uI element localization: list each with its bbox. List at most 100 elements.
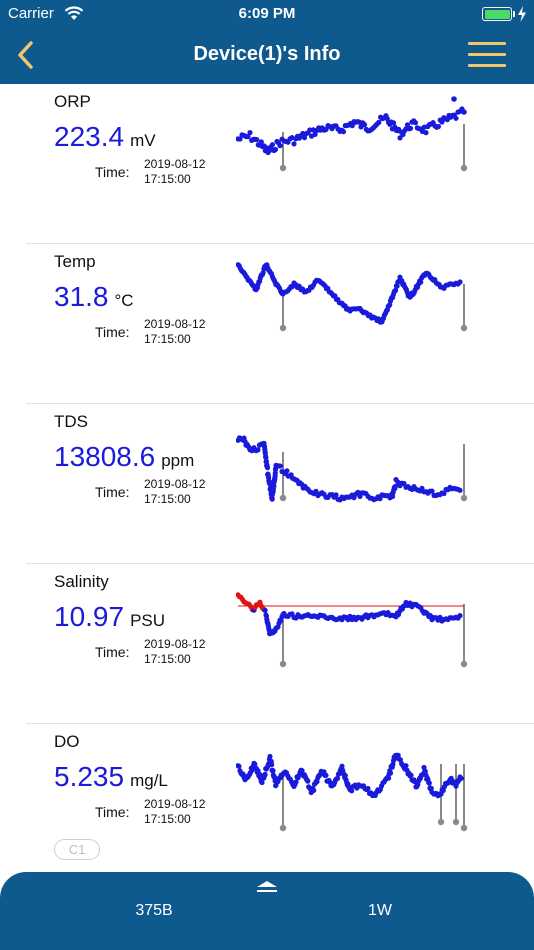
marker-dot: [279, 324, 287, 332]
trend-point: [393, 287, 399, 293]
trend-point: [284, 468, 290, 474]
orp-trend-chart: [236, 96, 468, 172]
trend-point: [258, 139, 264, 145]
reading-row-temp[interactable]: Temp 31.8 °C Time: 2019-08-12 17:15:00: [26, 244, 534, 404]
trend-point: [312, 131, 318, 137]
hamburger-menu-icon[interactable]: [468, 42, 506, 72]
charging-bolt-icon: [518, 6, 526, 22]
page-title: Device(1)'s Info: [193, 43, 341, 65]
trend-point: [349, 123, 355, 129]
salinity-trend-chart: [236, 592, 468, 668]
reading-unit: mg/L: [130, 771, 168, 790]
c1-badge[interactable]: C1: [54, 839, 100, 860]
reading-value: 13808.6 ppm: [54, 441, 195, 472]
timestamp: 2019-08-12 17:15:00: [144, 797, 206, 826]
trend-point: [263, 455, 269, 461]
expand-up-icon[interactable]: [255, 880, 279, 894]
trend-point: [323, 126, 329, 133]
readings-list: ORP 223.4 mV Time: 2019-08-12 17:15:00 Tem…: [0, 84, 534, 884]
trend-point: [334, 775, 341, 781]
trend-point: [441, 490, 447, 497]
trend-point: [390, 493, 396, 499]
range-label[interactable]: 1W: [368, 902, 392, 919]
reading-row-tds[interactable]: TDS 13808.6 ppm Time: 2019-08-12 17:15:00: [26, 404, 534, 564]
trend-point: [453, 115, 459, 121]
temp-trend-chart: [236, 262, 468, 332]
trend-point: [305, 778, 311, 784]
trend-point: [277, 463, 283, 469]
trend-point: [269, 496, 275, 502]
reading-unit: ppm: [161, 451, 195, 470]
time-label: Time:: [95, 324, 130, 340]
trend-point: [301, 135, 308, 141]
trend-point: [423, 130, 429, 136]
trend-point: [342, 773, 348, 779]
trend-point: [237, 136, 243, 142]
trend-point: [426, 780, 432, 786]
marker-dot: [460, 164, 468, 172]
trend-point: [439, 119, 445, 125]
marker-dot: [437, 818, 445, 826]
trend-point: [262, 607, 268, 613]
wifi-icon: [64, 6, 84, 20]
trend-point: [451, 96, 457, 102]
timestamp: 2019-08-12 17:15:00: [144, 477, 206, 506]
trend-point: [269, 142, 276, 148]
trend-point: [355, 489, 361, 495]
trend-point: [267, 481, 273, 487]
trend-point: [391, 120, 397, 126]
trend-point: [407, 125, 414, 131]
trend-point: [408, 772, 414, 778]
trend-point: [418, 279, 424, 285]
timestamp: 2019-08-12 17:15:00: [144, 157, 206, 186]
trend-point: [457, 487, 463, 493]
reading-label: TDS: [54, 412, 88, 431]
trend-point: [339, 763, 345, 769]
reading-row-salinity[interactable]: Salinity 10.97 PSU Time: 2019-08-12 17:15:…: [26, 564, 534, 724]
trend-point: [412, 120, 419, 126]
reading-value: 5.235 mg/L: [54, 761, 168, 792]
trend-point: [376, 119, 382, 125]
marker-dot: [460, 660, 468, 668]
trend-point: [323, 772, 329, 778]
trend-point: [422, 768, 428, 774]
trend-point: [271, 483, 277, 489]
trend-point: [458, 775, 464, 781]
trend-point: [457, 279, 463, 285]
trend-point: [262, 771, 268, 777]
trend-point: [340, 129, 347, 135]
trend-point: [255, 447, 261, 453]
trend-point: [361, 122, 368, 128]
trend-point: [254, 137, 260, 143]
marker-dot: [460, 324, 468, 332]
trend-point: [264, 465, 271, 471]
tds-trend-chart: [236, 435, 468, 503]
trend-point: [365, 785, 371, 792]
trend-point: [428, 785, 434, 791]
time-label: Time:: [95, 804, 130, 820]
reading-row-do[interactable]: DO 5.235 mg/L Time: 2019-08-12 17:15:00: [26, 724, 534, 884]
device-id-label[interactable]: 375B: [135, 902, 173, 919]
reading-label: Salinity: [54, 572, 109, 591]
reading-row-orp[interactable]: ORP 223.4 mV Time: 2019-08-12 17:15:00: [26, 84, 534, 244]
reading-label: DO: [54, 732, 80, 751]
trend-point: [349, 788, 355, 794]
back-chevron-icon[interactable]: [12, 38, 42, 72]
navigation-bar: Device(1)'s Info: [0, 28, 534, 84]
trend-point: [291, 141, 297, 147]
trend-point: [457, 613, 463, 619]
trend-point: [272, 146, 279, 153]
time-label: Time:: [95, 164, 130, 180]
trend-point: [311, 787, 317, 793]
reading-unit: mV: [130, 131, 156, 150]
trend-point: [269, 762, 275, 768]
reading-value: 31.8 °C: [54, 281, 134, 312]
reading-unit: °C: [114, 291, 134, 310]
do-trend-chart: [236, 752, 468, 832]
reading-label: Temp: [54, 252, 96, 271]
marker-dot: [279, 164, 287, 172]
trend-point: [403, 763, 409, 769]
trend-point: [387, 770, 394, 776]
marker-dot: [279, 660, 287, 668]
battery-tip: [513, 11, 515, 17]
